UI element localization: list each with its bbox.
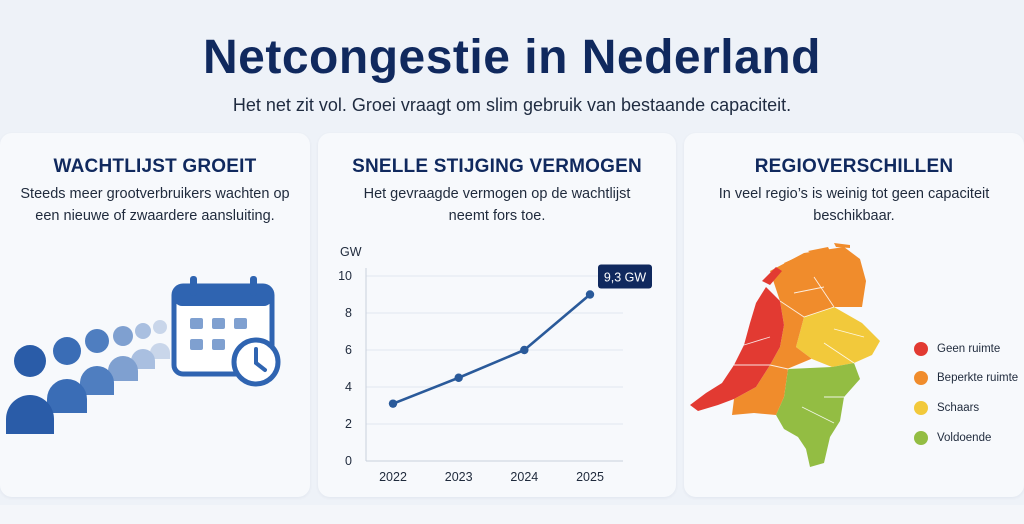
annotation-badge bbox=[598, 264, 652, 289]
data-point bbox=[454, 373, 463, 382]
legend-item-sufficient: Voldoende bbox=[914, 428, 991, 448]
map-island bbox=[808, 247, 830, 254]
y-tick-label: 6 bbox=[345, 343, 352, 357]
card-waiting-list: WACHTLIJST GROEIT Steeds meer grootverbr… bbox=[0, 133, 310, 497]
bottom-band bbox=[0, 505, 1024, 524]
y-tick-label: 8 bbox=[345, 306, 352, 320]
series-line bbox=[392, 293, 591, 405]
legend-dot bbox=[914, 342, 928, 356]
card-title: SNELLE STIJGING VERMOGEN bbox=[352, 156, 642, 177]
data-point bbox=[388, 399, 398, 408]
legend-dot bbox=[914, 431, 928, 445]
x-tick-label: 2023 bbox=[445, 470, 473, 484]
map-island bbox=[762, 267, 782, 285]
legend-label: Voldoende bbox=[937, 432, 992, 444]
card-text: Het gevraagde vermogen op de wachtlijst … bbox=[363, 186, 631, 224]
page-subtitle: Het net zit vol. Groei vraagt om slim ge… bbox=[232, 95, 792, 115]
y-tick-label: 0 bbox=[345, 454, 352, 468]
card-title: REGIOVERSCHILLEN bbox=[754, 156, 954, 177]
legend-dot bbox=[914, 371, 928, 385]
people-queue-calendar-clock-icon bbox=[6, 276, 281, 434]
legend-item-no-capacity: Geen ruimte bbox=[914, 339, 1000, 359]
card-text: Steeds meer grootverbruikers wachten op … bbox=[20, 186, 290, 224]
x-tick-label: 2025 bbox=[576, 470, 604, 484]
data-point bbox=[585, 290, 595, 299]
page-title: Netcongestie in Nederland bbox=[203, 31, 821, 84]
person-icon bbox=[150, 320, 170, 359]
person-icon bbox=[80, 329, 114, 395]
person-icon bbox=[131, 323, 155, 369]
x-tick-label: 2024 bbox=[510, 470, 538, 484]
capacity-line-chart: GW 0 2 4 6 8 10 2022 2023 2024 2025 9,3 GW bbox=[338, 245, 652, 484]
map-region-limited bbox=[732, 247, 866, 415]
legend-item-limited: Beperkte ruimte bbox=[914, 368, 1018, 388]
legend-dot bbox=[914, 401, 928, 415]
card-text: In veel regio’s is weinig tot geen capac… bbox=[718, 186, 990, 224]
card-capacity-rise: SNELLE STIJGING VERMOGEN Het gevraagde v… bbox=[318, 133, 676, 497]
clock-icon bbox=[231, 337, 281, 387]
map-island bbox=[784, 255, 804, 267]
legend-label: Geen ruimte bbox=[937, 343, 1001, 355]
netherlands-capacity-map bbox=[690, 243, 880, 467]
person-icon bbox=[47, 337, 87, 413]
card-title: WACHTLIJST GROEIT bbox=[53, 156, 257, 177]
y-tick-label: 4 bbox=[345, 380, 352, 394]
annotation-label: 9,3 GW bbox=[604, 271, 647, 285]
legend-label: Beperkte ruimte bbox=[937, 372, 1019, 384]
legend-label: Schaars bbox=[937, 402, 980, 414]
map-region-no-capacity bbox=[690, 287, 784, 411]
y-axis-label: GW bbox=[340, 245, 362, 259]
person-icon bbox=[108, 326, 138, 381]
x-tick-label: 2022 bbox=[379, 470, 407, 484]
legend-item-scarce: Schaars bbox=[914, 398, 979, 418]
person-icon bbox=[6, 345, 54, 434]
map-region-scarce bbox=[796, 307, 880, 367]
data-point bbox=[520, 345, 529, 355]
y-tick-label: 2 bbox=[345, 417, 352, 431]
card-regional-differences: REGIOVERSCHILLEN In veel regio’s is wein… bbox=[684, 133, 1024, 497]
map-island bbox=[834, 243, 850, 248]
y-tick-label: 10 bbox=[338, 269, 352, 283]
